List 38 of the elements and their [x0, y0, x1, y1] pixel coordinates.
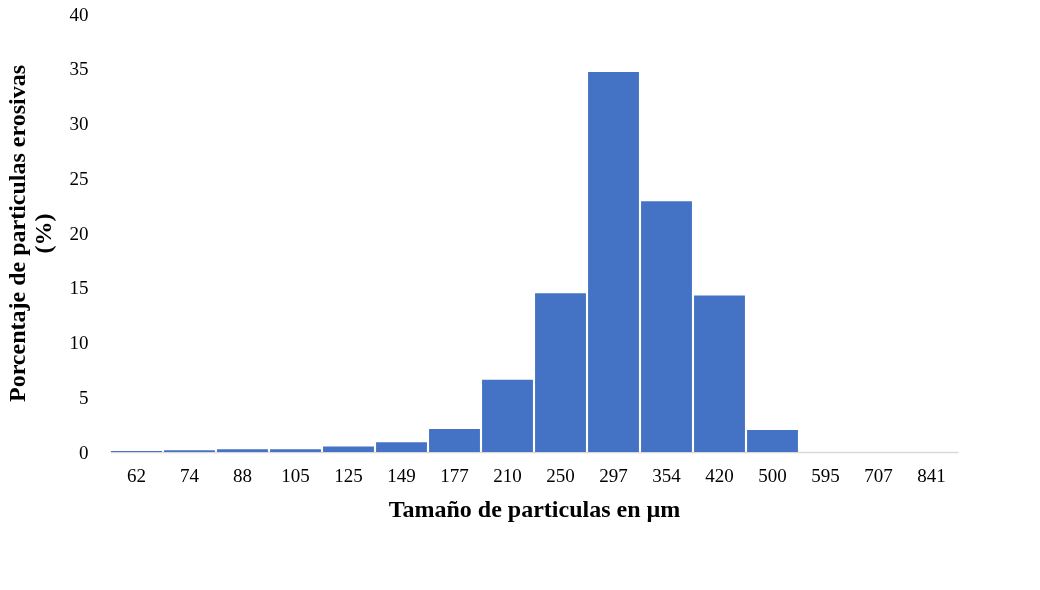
x-tick-label: 420 — [705, 464, 734, 486]
x-tick-label: 354 — [652, 464, 682, 486]
x-tick-label: 707 — [864, 464, 893, 486]
x-axis-title: Tamaño de particulas en µm — [388, 495, 681, 522]
y-tick-label: 15 — [69, 277, 89, 299]
x-tick-label: 62 — [127, 464, 146, 486]
y-tick-label: 35 — [69, 58, 89, 80]
x-tick-label: 149 — [387, 464, 416, 486]
bar — [641, 201, 692, 452]
x-tick-label: 105 — [281, 464, 310, 486]
x-tick-label: 177 — [440, 464, 469, 486]
y-tick-label: 25 — [69, 167, 89, 189]
bar — [270, 449, 321, 452]
x-tick-label: 250 — [546, 464, 575, 486]
bar — [376, 442, 427, 452]
y-tick-label: 20 — [69, 222, 89, 244]
bar — [747, 430, 798, 452]
x-tick-label: 500 — [758, 464, 787, 486]
y-axis-title: Porcentaje de particulas erosivas (%) — [3, 64, 56, 403]
bar — [535, 293, 586, 452]
x-tick-label: 841 — [917, 464, 946, 486]
y-tick-label: 30 — [69, 113, 89, 134]
x-tick-label: 125 — [334, 464, 363, 486]
bar — [694, 295, 745, 452]
x-tick-label: 595 — [811, 464, 840, 486]
x-tick-label: 297 — [599, 464, 628, 486]
x-tick-label: 74 — [180, 464, 200, 486]
y-tick-label: 0 — [79, 441, 89, 463]
x-tick-label: 210 — [493, 464, 522, 486]
y-tick-label: 5 — [79, 386, 89, 408]
bar — [588, 72, 639, 452]
x-tick-label: 88 — [233, 464, 252, 486]
bar — [429, 429, 480, 452]
bar — [217, 449, 268, 452]
y-tick-label: 40 — [69, 3, 89, 25]
y-tick-label: 10 — [69, 332, 89, 353]
bar — [323, 446, 374, 452]
bar — [482, 379, 533, 452]
